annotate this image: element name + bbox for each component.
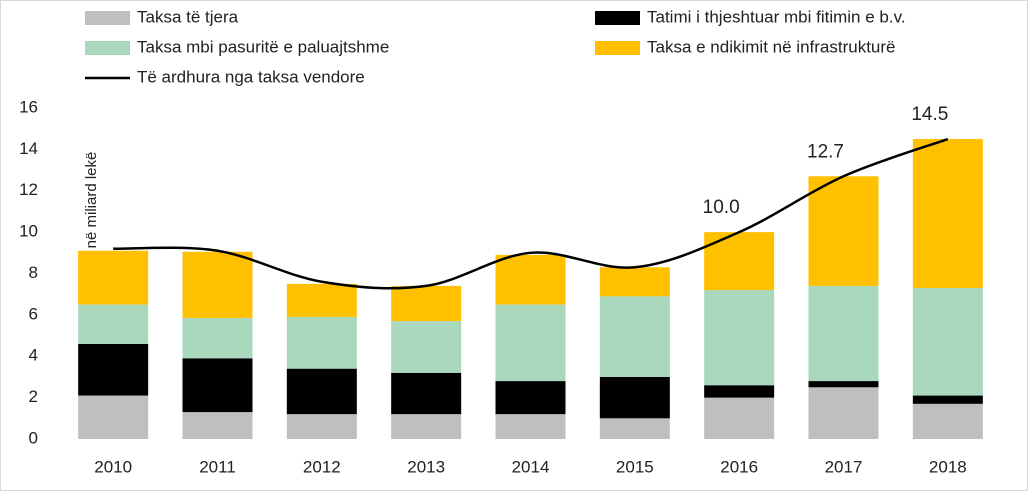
bar bbox=[78, 395, 149, 439]
bar bbox=[495, 381, 566, 415]
x-tick-label: 2018 bbox=[929, 457, 967, 476]
legend-swatch bbox=[595, 41, 640, 55]
bar bbox=[912, 395, 983, 404]
bar bbox=[182, 358, 253, 413]
bar bbox=[495, 254, 566, 305]
y-tick-label: 16 bbox=[19, 97, 38, 116]
y-tick-label: 0 bbox=[29, 428, 38, 447]
bar bbox=[286, 283, 357, 317]
y-tick-label: 12 bbox=[19, 180, 38, 199]
bar bbox=[78, 304, 149, 344]
data-label: 12.7 bbox=[807, 141, 844, 162]
bar bbox=[391, 372, 462, 415]
legend-swatch bbox=[85, 41, 130, 55]
x-tick-label: 2011 bbox=[199, 457, 236, 476]
bar bbox=[391, 414, 462, 439]
bar bbox=[391, 321, 462, 373]
bar bbox=[182, 251, 253, 318]
bar bbox=[78, 250, 149, 305]
bar bbox=[495, 304, 566, 382]
legend-label: Tatimi i thjeshtuar mbi fitimin e b.v. bbox=[647, 7, 906, 26]
bar bbox=[599, 296, 670, 377]
bar bbox=[286, 414, 357, 439]
bar bbox=[704, 290, 775, 386]
bar bbox=[912, 403, 983, 439]
bar bbox=[599, 418, 670, 439]
data-label: 14.5 bbox=[911, 104, 948, 125]
bar bbox=[495, 414, 566, 439]
bar bbox=[912, 139, 983, 288]
y-tick-label: 6 bbox=[29, 304, 38, 323]
legend-label: Taksa e ndikimit në infrastrukturë bbox=[647, 37, 896, 56]
legend-label: Taksa të tjera bbox=[137, 7, 239, 26]
bar bbox=[808, 381, 879, 388]
legend-label: Të ardhura nga taksa vendore bbox=[137, 67, 365, 86]
y-tick-label: 10 bbox=[19, 222, 38, 241]
bar bbox=[808, 176, 879, 286]
bar bbox=[182, 412, 253, 439]
y-tick-label: 14 bbox=[19, 139, 38, 158]
bar bbox=[704, 385, 775, 398]
x-tick-label: 2016 bbox=[720, 457, 758, 476]
bar bbox=[704, 232, 775, 291]
x-tick-label: 2014 bbox=[512, 457, 550, 476]
y-axis-label: në miliard lekë bbox=[83, 152, 100, 249]
y-tick-label: 2 bbox=[29, 387, 38, 406]
bar bbox=[286, 368, 357, 415]
bar bbox=[391, 285, 462, 322]
bar bbox=[78, 343, 149, 396]
x-tick-label: 2015 bbox=[616, 457, 654, 476]
y-tick-label: 8 bbox=[29, 263, 38, 282]
data-label: 10.0 bbox=[703, 197, 740, 218]
bar bbox=[704, 397, 775, 439]
bar bbox=[599, 267, 670, 297]
bar bbox=[182, 317, 253, 359]
x-tick-label: 2012 bbox=[303, 457, 341, 476]
x-tick-label: 2017 bbox=[825, 457, 863, 476]
y-tick-label: 4 bbox=[29, 346, 38, 365]
bar bbox=[808, 285, 879, 382]
legend-label: Taksa mbi pasuritë e paluajtshme bbox=[137, 37, 389, 56]
legend-swatch bbox=[595, 11, 640, 25]
line bbox=[113, 137, 949, 290]
bar bbox=[808, 387, 879, 439]
bar bbox=[286, 316, 357, 369]
bar bbox=[912, 287, 983, 396]
bar bbox=[599, 376, 670, 419]
x-tick-label: 2010 bbox=[94, 457, 132, 476]
legend-swatch bbox=[85, 11, 130, 25]
x-tick-label: 2013 bbox=[407, 457, 445, 476]
